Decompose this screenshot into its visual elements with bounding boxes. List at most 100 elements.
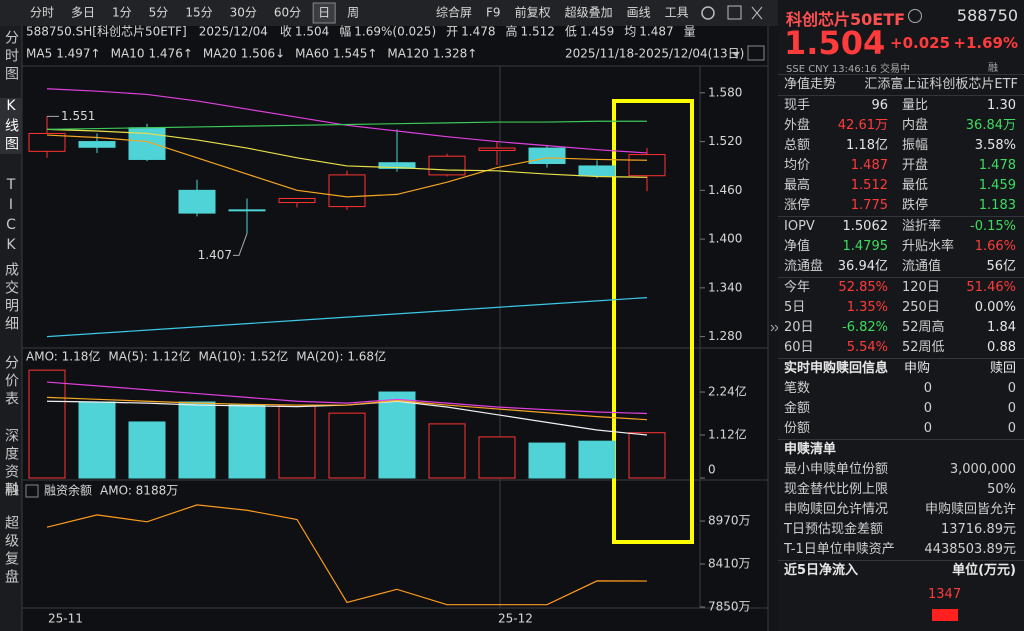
candle-body (378, 162, 416, 169)
quote-label: 均价 (784, 158, 811, 173)
quote-value: 0 (1007, 401, 1016, 416)
period-tab[interactable]: 1分 (112, 6, 132, 20)
close-icon[interactable] (751, 6, 763, 20)
list-row: T日预估现金差额 13716.89元 (778, 520, 1024, 540)
field-value: 1.487 (639, 25, 673, 39)
quote-row: 净值 1.4795 升贴水率 1.66% (778, 237, 1024, 257)
candle-body (228, 209, 266, 212)
quote-label: 流通盘 (784, 259, 824, 274)
tool-button[interactable]: 前复权 (515, 5, 551, 20)
quote-value: 1.4795 (842, 239, 889, 254)
dropdown-icon[interactable] (732, 52, 740, 57)
quote-value: 1.66% (974, 239, 1016, 254)
sidebar-tab[interactable]: 融 (3, 482, 19, 500)
period-tab[interactable]: 30分 (230, 6, 257, 20)
help-icon (25, 484, 39, 498)
ma-value: 1.506↓ (241, 47, 285, 61)
quote-row: 60日 5.54% 52周低 0.88 (778, 338, 1024, 358)
settings-icon[interactable] (701, 6, 715, 20)
candle-body (628, 154, 666, 177)
price: 1.504 (784, 24, 886, 62)
financing-tick-label: 7850万 (708, 600, 751, 614)
ma-name: MA5 (26, 47, 52, 61)
stock-code: 588750.SH[科创芯片50ETF] (26, 25, 187, 39)
quote-value: 0 (1007, 421, 1016, 436)
quote-value: 1.84 (987, 320, 1016, 335)
field-value: 1.478 (461, 25, 495, 39)
sidebar-tab[interactable]: TICK (3, 177, 19, 257)
sidebar-tab[interactable]: K线图 (0, 98, 22, 154)
quote-label: 净值 (784, 239, 811, 254)
sidebar-tab[interactable]: 成交明细 (3, 262, 19, 334)
quote-row: 20日 -6.82% 52周高 1.84 (778, 318, 1024, 338)
field-label: 量 (684, 25, 696, 39)
sidebar-tab[interactable]: 深度资料 (3, 428, 19, 500)
wp-icon[interactable] (747, 45, 765, 61)
volume-bar (478, 436, 516, 479)
tool-button[interactable]: 综合屏 (436, 5, 472, 20)
quote-value: 36.94亿 (837, 259, 888, 274)
volume-bar (178, 401, 216, 479)
period-tab[interactable]: 60分 (274, 6, 301, 20)
quote-label: 量比 (902, 98, 929, 113)
tool-button[interactable]: F9 (486, 6, 501, 20)
tool-button[interactable]: 工具 (665, 6, 689, 20)
tool-button[interactable]: 画线 (627, 6, 651, 20)
quote-value: 1.35% (846, 300, 888, 315)
price-tick-label: 1.400 (708, 232, 742, 246)
layout-icon[interactable] (727, 5, 742, 20)
quote-value: 1.487 (850, 158, 888, 173)
x-tick-label: 25-11 (48, 612, 83, 626)
quote-value: 0.88 (987, 340, 1016, 355)
candle-body (28, 132, 66, 152)
sidebar-tab[interactable]: 分时图 (3, 30, 19, 84)
candle-body (78, 141, 116, 148)
candle-body (478, 147, 516, 152)
field-label: 收 (280, 25, 292, 39)
quote-value: 申购赎回皆允许 (924, 502, 1016, 517)
volume-bar (378, 391, 416, 479)
tool-button[interactable]: 超级叠加 (565, 5, 613, 20)
tab[interactable]: 净值走势 (784, 77, 837, 92)
quote-label: 120日 (902, 280, 940, 295)
toolbar-bg (0, 0, 778, 26)
quote-value: 1.183 (978, 198, 1016, 213)
candle-body (428, 155, 466, 176)
section-title: 近5日净流入 (784, 563, 859, 578)
period-tab[interactable]: 周 (347, 6, 359, 20)
tab[interactable]: 汇添富上证科创板芯片ETF (864, 77, 1018, 92)
volume-tick-label: 2.24亿 (708, 384, 747, 399)
quote-value: 0 (923, 421, 932, 436)
financing-tick-label: 8410万 (708, 557, 751, 571)
period-tab[interactable]: 日 (318, 6, 330, 20)
period-tab[interactable]: 多日 (71, 6, 95, 20)
quote-value: 5.54% (846, 340, 888, 355)
quote-value: 1.459 (978, 178, 1016, 193)
redemption-row: 金额 0 0 (778, 399, 1024, 419)
quote-value: 51.46% (966, 280, 1016, 295)
ma-name: MA20 (203, 47, 237, 61)
period-tab[interactable]: 分时 (30, 6, 54, 20)
price-row: 1.504 +0.025 +1.69% (778, 24, 1024, 62)
quote-label: 最高 (784, 178, 811, 193)
quote-row: 涨停 1.775 跌停 1.183 (778, 196, 1024, 216)
volume-ma-line (46, 396, 648, 421)
period-tab[interactable]: 5分 (149, 6, 169, 20)
quote-value: 13716.89元 (940, 522, 1016, 537)
date: 2025/12/04 (199, 25, 268, 39)
quote-label: 振幅 (902, 138, 929, 153)
quote-label: 250日 (902, 300, 940, 315)
sidebar-tab[interactable]: 分价表 (3, 355, 19, 409)
stock-code: 588750 (956, 6, 1018, 25)
price-tick-label: 1.340 (708, 280, 742, 294)
sidebar-tab[interactable]: 超级复盘 (3, 515, 19, 587)
period-tab[interactable]: 15分 (185, 6, 212, 20)
unit-label: 单位(万元) (952, 563, 1016, 578)
ma-name: MA10 (111, 47, 145, 61)
annotation: 1.407 (198, 248, 232, 262)
ma-name: MA60 (295, 47, 329, 61)
annotation: 1.551 (61, 109, 95, 123)
volume-ma-line (46, 381, 648, 415)
collapse-icon[interactable] (770, 324, 778, 332)
